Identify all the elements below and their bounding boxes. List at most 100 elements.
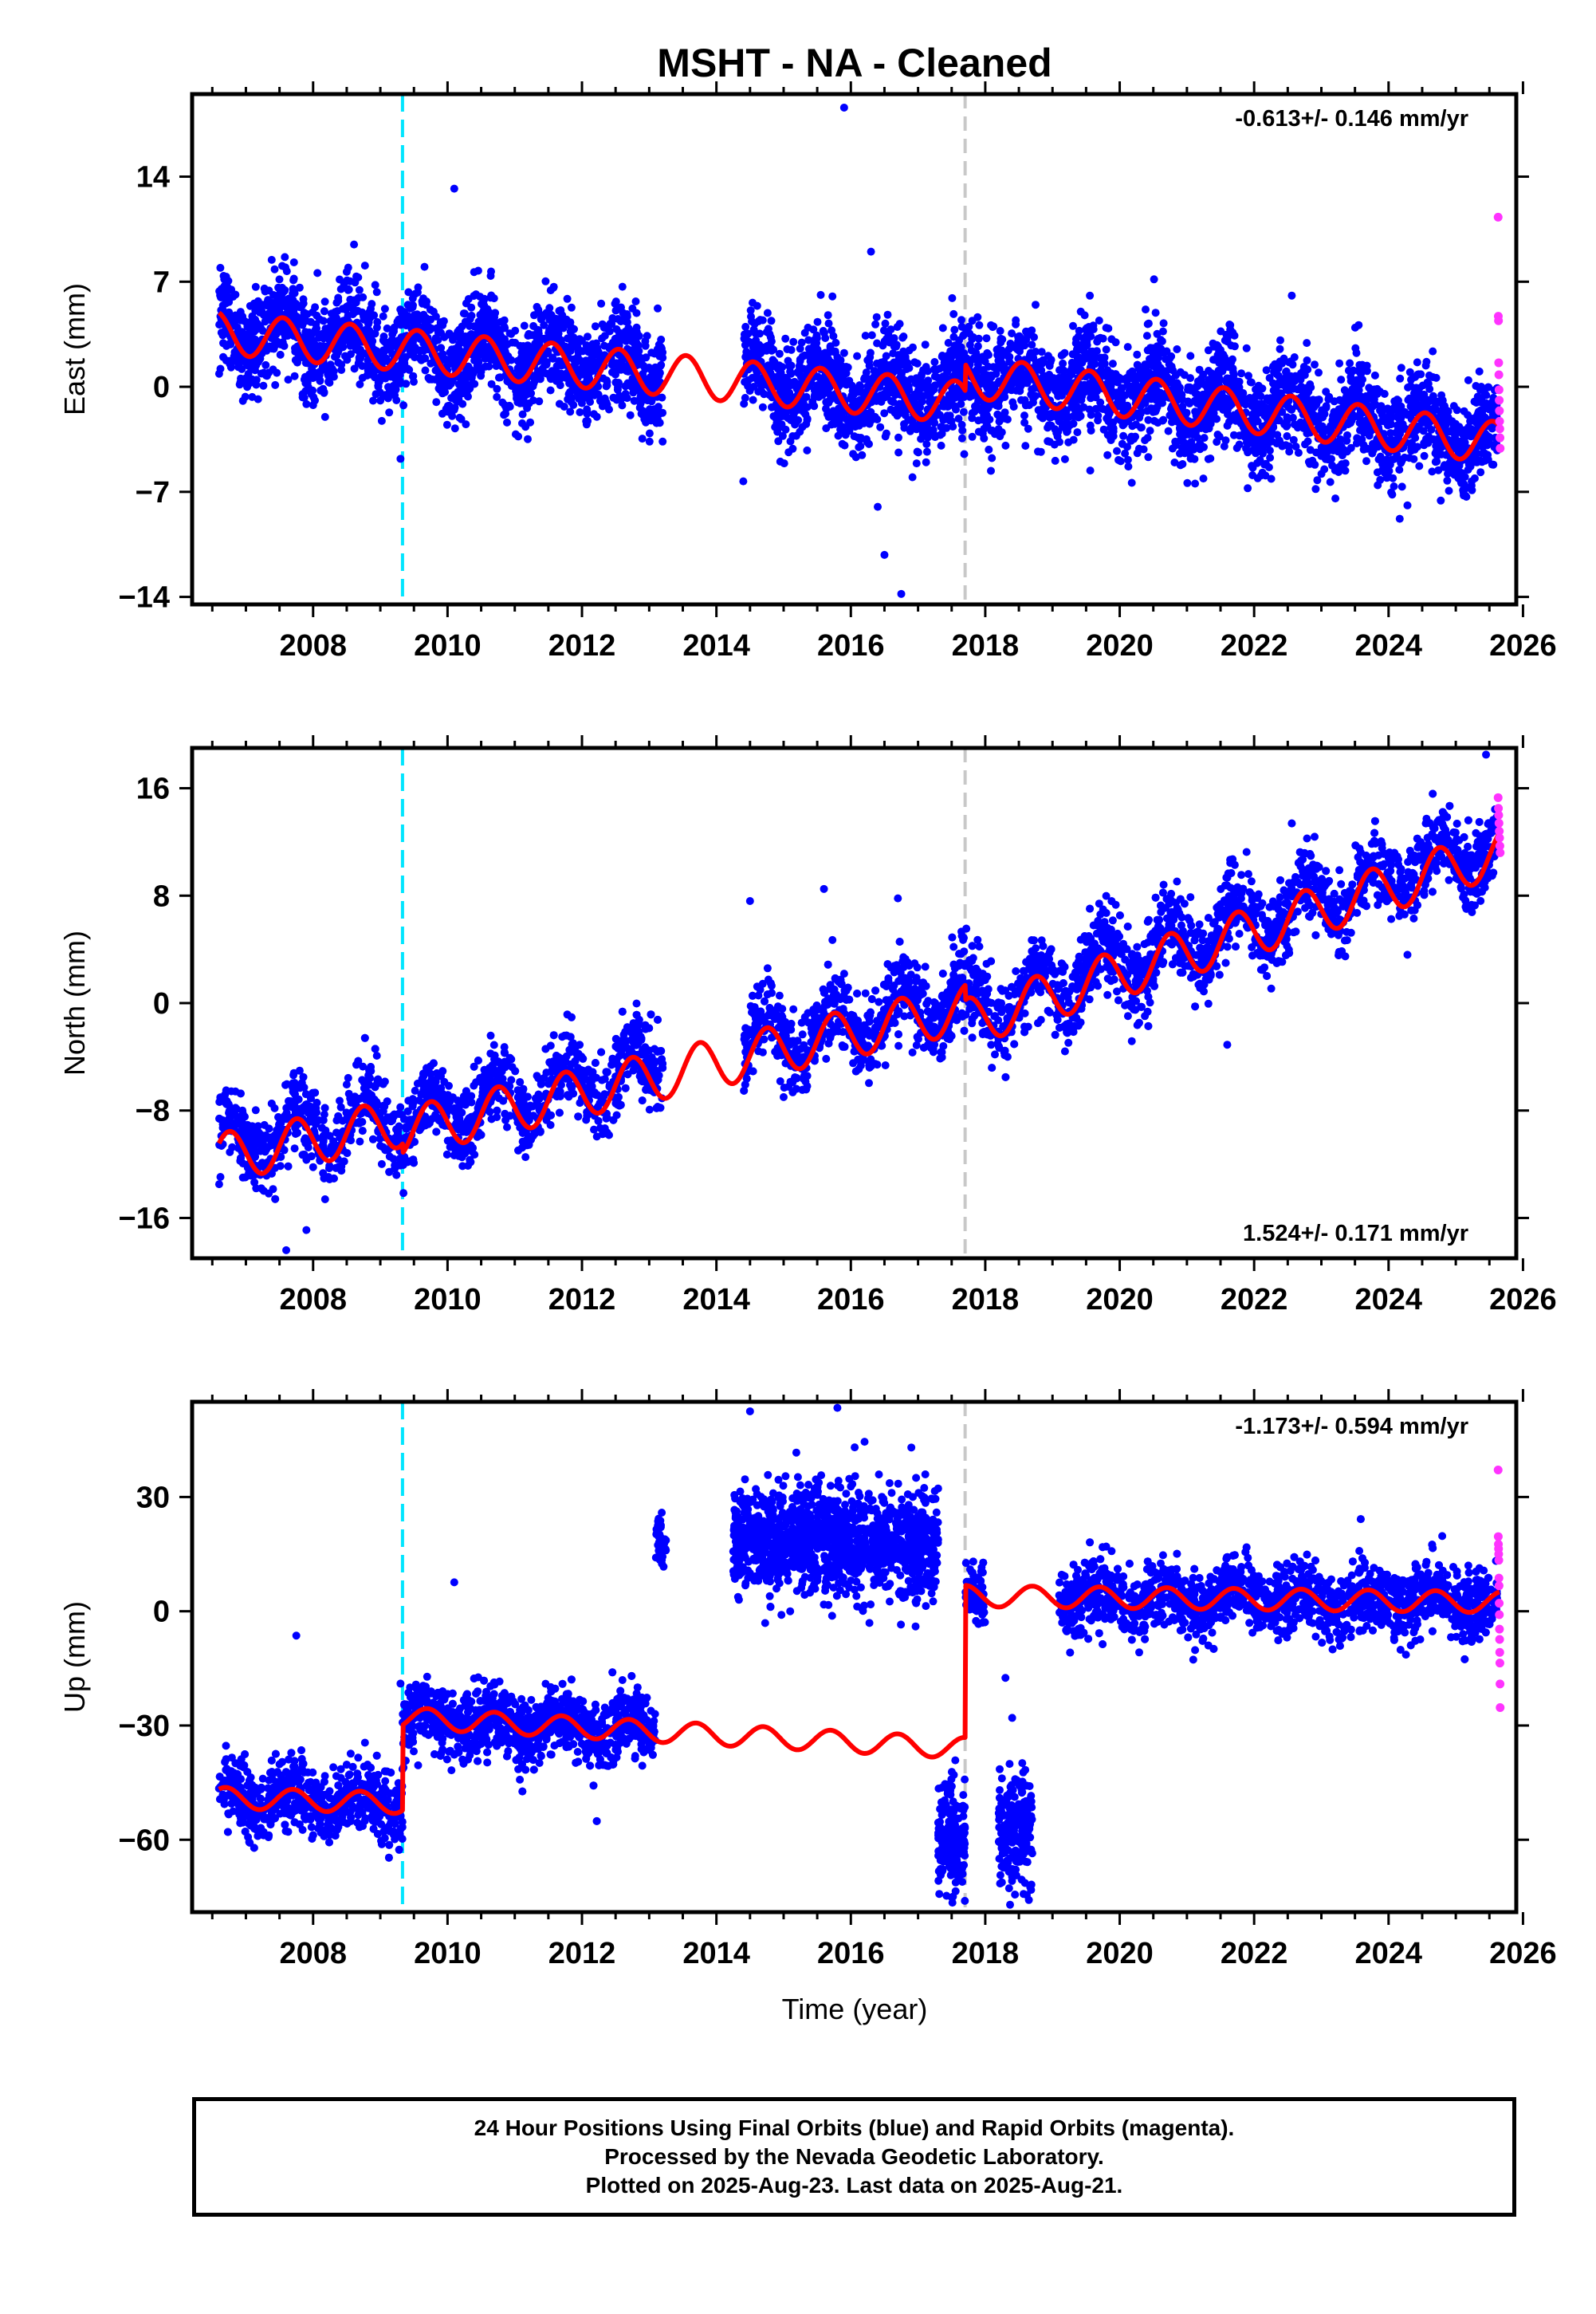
- data-point: [1020, 396, 1029, 404]
- data-point: [586, 398, 595, 406]
- data-point: [923, 433, 932, 442]
- data-point: [753, 301, 761, 310]
- data-point: [375, 388, 384, 396]
- data-point: [533, 302, 541, 311]
- data-point: [248, 392, 257, 401]
- data-point: [474, 266, 482, 275]
- data-point: [1020, 419, 1029, 427]
- data-point: [822, 424, 831, 433]
- data-point: [630, 396, 639, 405]
- data-point: [486, 272, 495, 280]
- data-point: [473, 361, 482, 370]
- data-point: [304, 383, 313, 392]
- data-point: [1252, 449, 1260, 458]
- data-point: [573, 352, 582, 361]
- data-point: [1095, 317, 1103, 325]
- data-point: [396, 305, 405, 314]
- data-point: [748, 317, 756, 326]
- data-point: [796, 344, 804, 353]
- data-point: [865, 439, 873, 448]
- data-point: [1020, 411, 1028, 420]
- data-point: [798, 423, 807, 431]
- data-point: [1335, 359, 1344, 368]
- data-point: [1437, 496, 1445, 505]
- data-point: [793, 368, 802, 376]
- data-point: [1037, 348, 1046, 356]
- data-point: [970, 407, 979, 416]
- data-point: [238, 312, 247, 321]
- data-point: [602, 376, 611, 385]
- data-point: [404, 288, 413, 297]
- data-point: [1272, 439, 1281, 448]
- data-point: [319, 384, 328, 393]
- data-point: [309, 401, 317, 410]
- data-point: [842, 369, 851, 378]
- data-point: [544, 329, 553, 337]
- data-point: [969, 333, 977, 341]
- data-point: [1183, 478, 1192, 487]
- data-point: [1086, 291, 1095, 300]
- data-point: [383, 324, 391, 333]
- data-point: [215, 287, 224, 296]
- data-point: [934, 373, 942, 382]
- data-point: [1451, 419, 1460, 428]
- data-point: [792, 431, 800, 440]
- data-point: [1253, 458, 1262, 467]
- data-point: [1199, 474, 1208, 483]
- data-point: [1107, 436, 1115, 444]
- data-point: [307, 390, 316, 399]
- data-point: [1369, 446, 1378, 455]
- data-point: [1158, 399, 1166, 407]
- data-point: [405, 365, 414, 374]
- data-point: [1425, 419, 1433, 428]
- data-point: [954, 415, 963, 423]
- data-point: [1397, 414, 1405, 423]
- data-point: [358, 373, 367, 382]
- data-point: [900, 423, 909, 432]
- data-point: [577, 399, 586, 407]
- data-point: [1287, 405, 1296, 414]
- data-point: [1059, 372, 1067, 380]
- data-point: [1156, 364, 1165, 372]
- data-point: [1008, 398, 1017, 407]
- data-point: [1242, 344, 1251, 352]
- data-point: [336, 275, 344, 284]
- data-point: [1074, 358, 1083, 367]
- data-point: [973, 342, 982, 351]
- data-point: [420, 262, 429, 271]
- data-point: [1424, 439, 1433, 447]
- data-point: [1205, 424, 1213, 433]
- chart-panels: 2008 2010 2012 2014 2016 2018 2020 2022 2024 2026…: [58, 81, 1557, 1970]
- data-point: [1234, 382, 1243, 391]
- data-point: [457, 415, 466, 423]
- data-point: [1032, 301, 1040, 309]
- data-point: [1045, 410, 1054, 419]
- data-point: [1460, 407, 1468, 415]
- data-point: [350, 240, 359, 249]
- data-point: [1461, 491, 1470, 500]
- data-point: [313, 311, 321, 320]
- data-point: [1167, 376, 1176, 384]
- data-point: [797, 338, 806, 347]
- data-point: [476, 293, 485, 301]
- data-point: [1409, 406, 1418, 415]
- data-point: [272, 330, 281, 339]
- data-point: [800, 364, 808, 373]
- data-point: [1346, 396, 1354, 404]
- data-point: [524, 332, 533, 340]
- data-point: [282, 267, 291, 276]
- data-point: [740, 330, 749, 339]
- data-point: [214, 369, 223, 378]
- data-point: [535, 397, 544, 406]
- data-point: [899, 333, 908, 340]
- data-point: [1430, 397, 1439, 406]
- data-point: [1149, 404, 1158, 413]
- data-point: [246, 301, 254, 310]
- data-point: [1346, 359, 1354, 368]
- data-point: [1404, 383, 1413, 392]
- data-point: [974, 397, 983, 406]
- data-point: [824, 319, 833, 328]
- data-point: [981, 407, 989, 415]
- data-point: [262, 313, 271, 322]
- data-point: [1346, 419, 1354, 427]
